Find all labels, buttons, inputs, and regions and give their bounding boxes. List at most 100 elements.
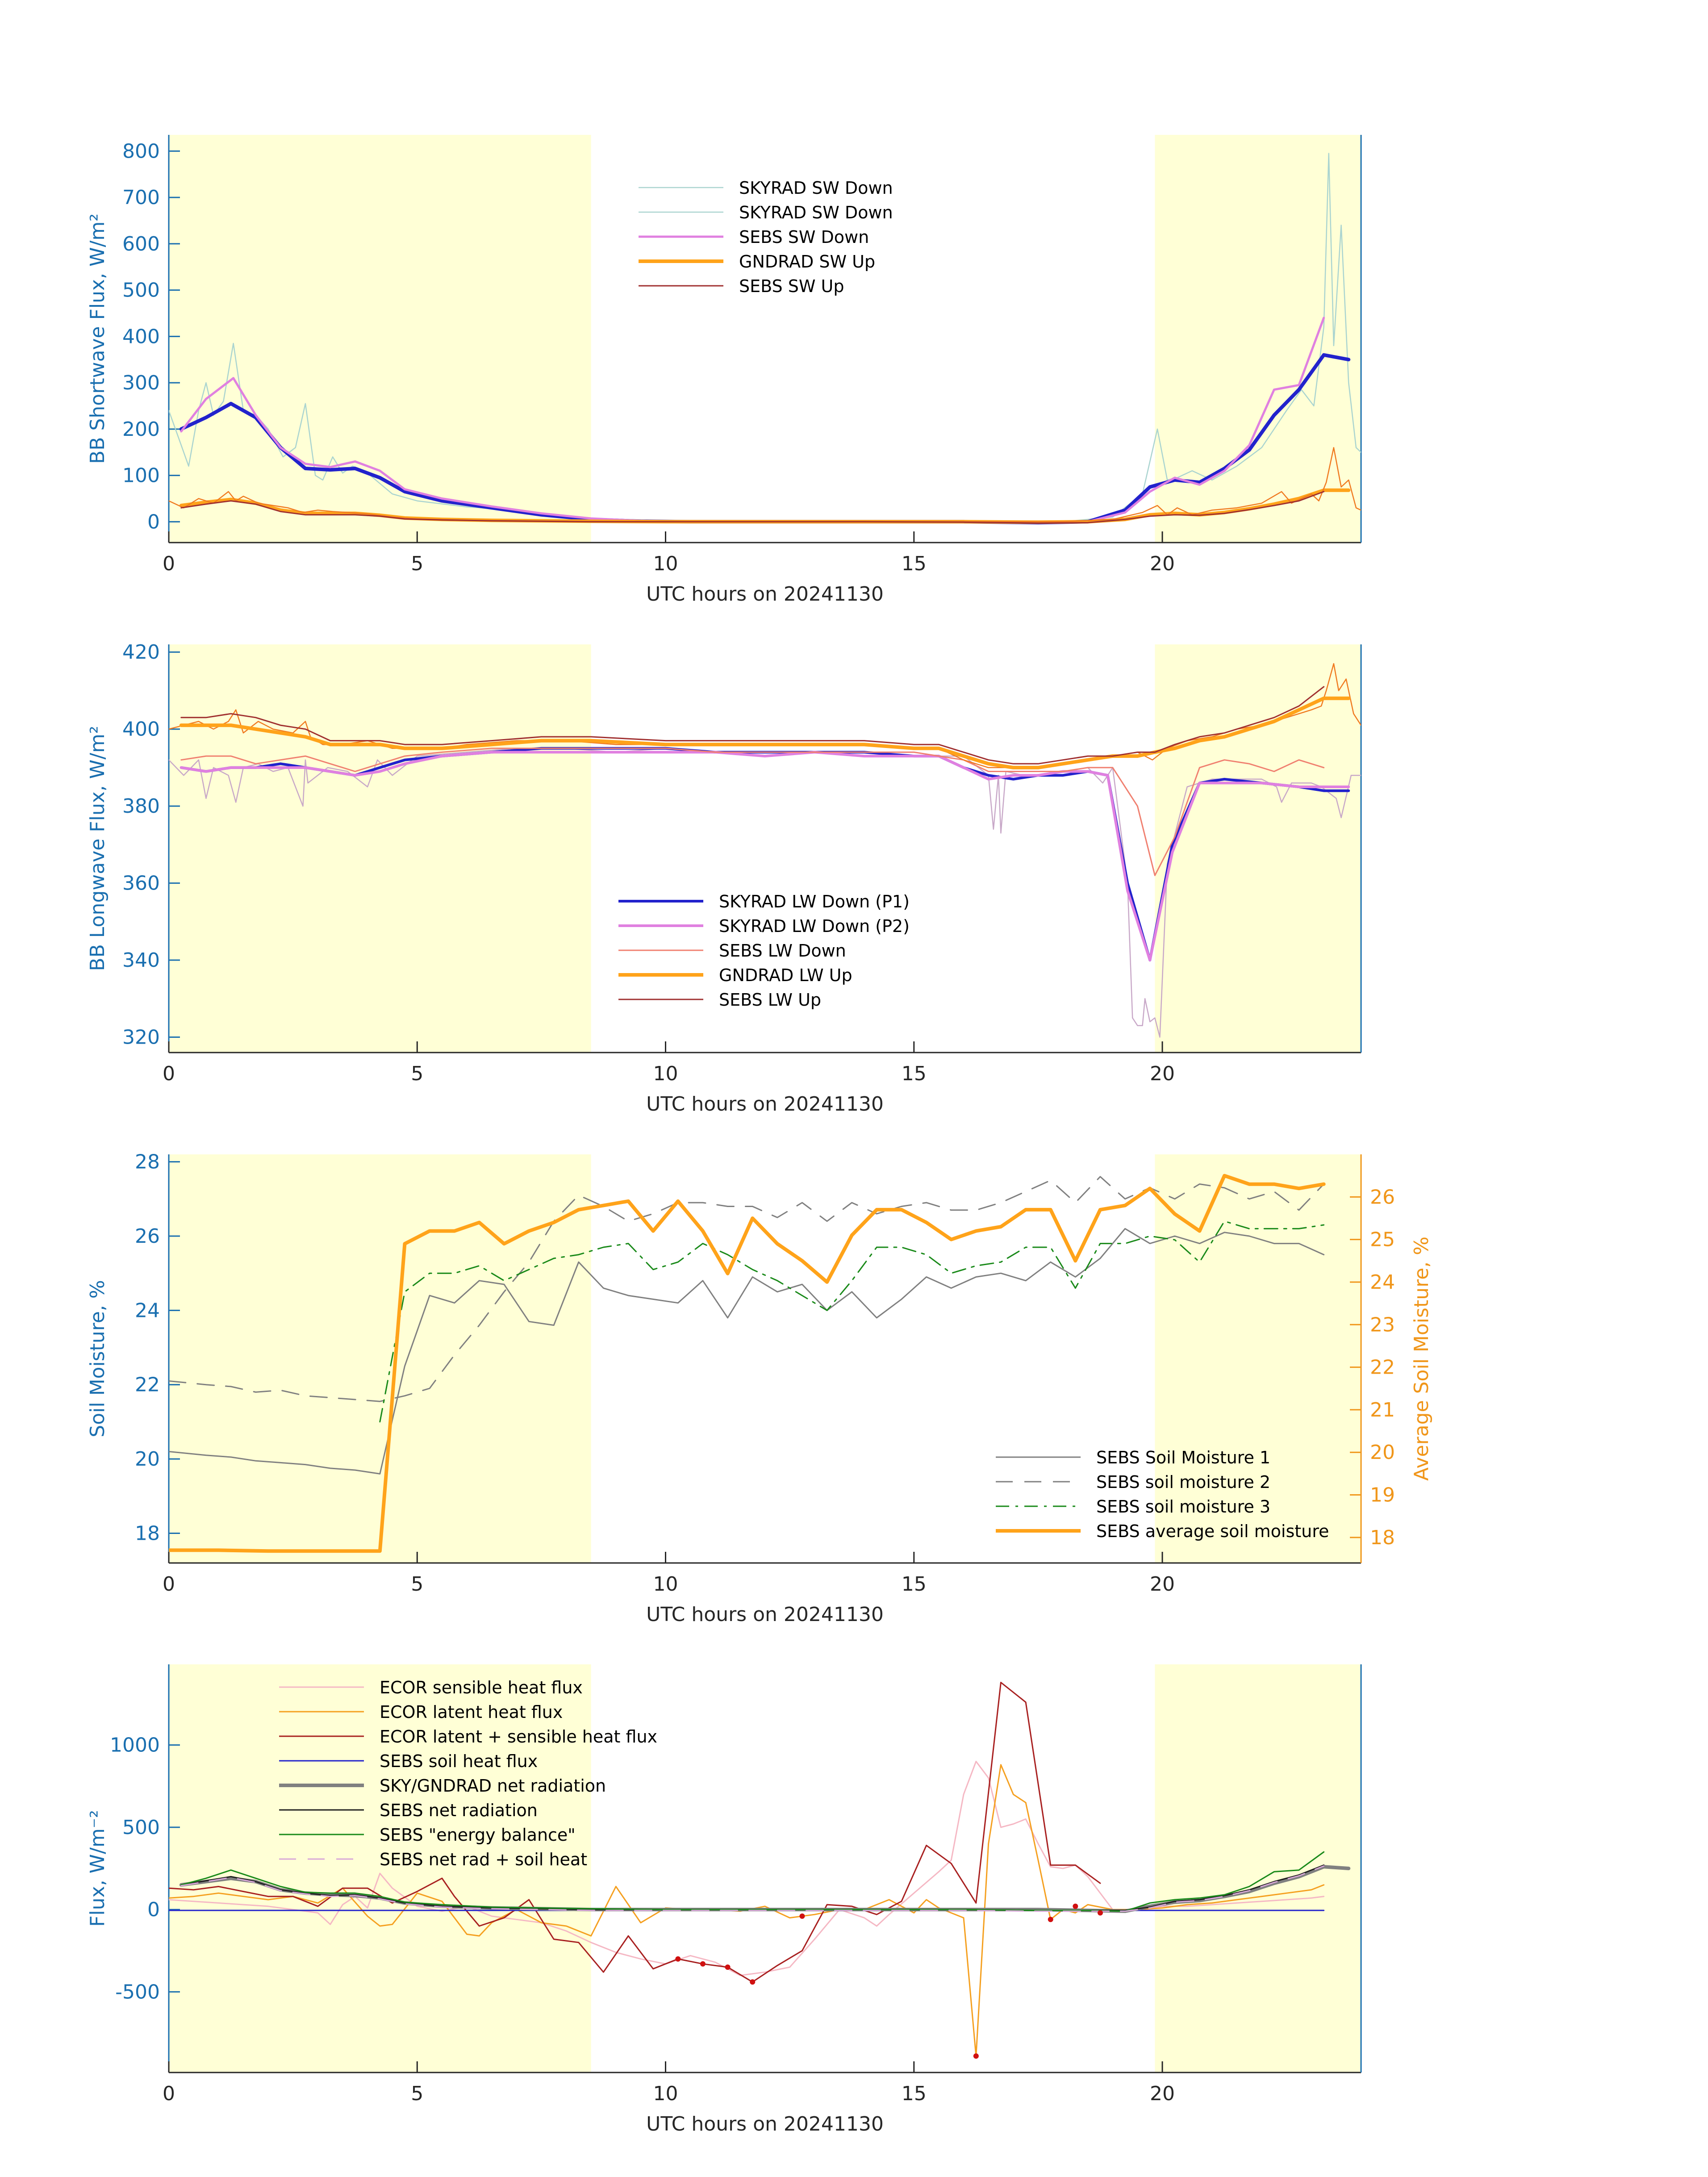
- x-axis-label: UTC hours on 20241130: [646, 2113, 884, 2135]
- series-line-sebs-net-rad-soil-heat: [180, 1865, 1325, 1912]
- data-marker: [750, 1979, 756, 1985]
- y-tick-label: 1000: [110, 1734, 160, 1757]
- y-tick-label: 300: [122, 372, 160, 394]
- x-tick-label: 5: [411, 552, 423, 575]
- x-axis-label: UTC hours on 20241130: [646, 583, 884, 606]
- legend-entry: SKYRAD LW Down (P2): [719, 916, 910, 936]
- longwave-flux-panel: 0 5 10 15 20 320 340 360 380 400 420 UTC hours on 2…: [86, 641, 1362, 1116]
- series-line-sebs-soil-moisture-3: [379, 1220, 1325, 1423]
- x-tick-label: 5: [411, 1062, 423, 1085]
- y-tick-label: 0: [147, 510, 160, 533]
- data-marker: [973, 2053, 979, 2059]
- y-tick-label: 200: [122, 418, 160, 441]
- legend-entry: SEBS LW Up: [719, 990, 821, 1010]
- series-line-sebs-soil-moisture-1: [169, 1228, 1325, 1475]
- y-tick-label: 380: [122, 795, 160, 818]
- y-tick-label: 320: [122, 1026, 160, 1049]
- x-tick-label: 20: [1150, 1573, 1175, 1596]
- y-tick-label: 400: [122, 718, 160, 741]
- series-group: [169, 663, 1361, 1038]
- y-tick-label: 420: [122, 641, 160, 664]
- y-tick-label: 20: [135, 1448, 160, 1471]
- data-marker: [1097, 1910, 1103, 1916]
- legend-entry: SEBS SW Down: [739, 227, 869, 247]
- legend-entry: GNDRAD SW Up: [739, 252, 875, 272]
- night-shading-1: [1155, 135, 1361, 543]
- y-right-tick-label: 23: [1370, 1313, 1395, 1336]
- x-tick-label: 0: [163, 552, 175, 575]
- x-axis-label: UTC hours on 20241130: [646, 1093, 884, 1116]
- x-tick-label: 20: [1150, 1062, 1175, 1085]
- x-tick-label: 5: [411, 1573, 423, 1596]
- y-tick-label: 24: [135, 1299, 160, 1322]
- legend-entry: SEBS net radiation: [380, 1801, 538, 1820]
- y-tick-label: 22: [135, 1374, 160, 1396]
- y-tick-label: 500: [122, 1816, 160, 1839]
- data-marker: [1048, 1917, 1053, 1922]
- y-tick-label: 28: [135, 1151, 160, 1174]
- y-right-tick-label: 25: [1370, 1228, 1395, 1251]
- y-right-tick-label: 26: [1370, 1186, 1395, 1208]
- y-right-tick-label: 18: [1370, 1526, 1395, 1549]
- y-axis-label: BB Shortwave Flux, W/m²: [86, 213, 109, 464]
- x-tick-label: 10: [653, 552, 678, 575]
- legend-entry: SEBS net rad + soil heat: [380, 1850, 587, 1869]
- legend-entry: SKYRAD SW Down: [739, 178, 893, 198]
- legend-entry: SEBS SW Up: [739, 276, 844, 296]
- legend-entry: SKYRAD LW Down (P1): [719, 892, 910, 911]
- y-axis-label: BB Longwave Flux, W/m²: [86, 726, 109, 971]
- x-tick-label: 10: [653, 2082, 678, 2105]
- y-tick-label: 100: [122, 464, 160, 487]
- y-right-tick-label: 19: [1370, 1484, 1395, 1507]
- y-tick-label: 700: [122, 186, 160, 209]
- y-axis-label: Soil Moisture, %: [86, 1280, 109, 1437]
- x-tick-label: 5: [411, 2082, 423, 2105]
- series-group: [169, 1682, 1351, 2059]
- x-tick-label: 10: [653, 1062, 678, 1085]
- night-shading-1: [1155, 644, 1361, 1053]
- data-marker: [1073, 1903, 1078, 1909]
- series-line-ecor-latent-sensible-heat-flux: [169, 1682, 1101, 1983]
- legend-entry: SEBS Soil Moisture 1: [1096, 1448, 1270, 1467]
- series-line-sebs-energy-balance: [180, 1851, 1325, 1912]
- night-shading-0: [169, 135, 591, 543]
- x-tick-label: 10: [653, 1573, 678, 1596]
- y-tick-label: 400: [122, 325, 160, 348]
- x-tick-label: 15: [902, 1062, 927, 1085]
- series-line-sebs-lw-down: [180, 748, 1325, 876]
- y-tick-label: 600: [122, 233, 160, 255]
- legend-entry: SKY/GNDRAD net radiation: [380, 1776, 606, 1796]
- data-marker: [700, 1961, 706, 1967]
- y-right-tick-label: 21: [1370, 1399, 1395, 1421]
- data-marker: [725, 1964, 731, 1970]
- x-tick-label: 15: [902, 1573, 927, 1596]
- legend-entry: SEBS "energy balance": [380, 1825, 576, 1845]
- legend-entry: ECOR latent heat flux: [380, 1702, 563, 1722]
- legend-entry: SKYRAD SW Down: [739, 203, 893, 222]
- energy-flux-panel: 0 5 10 15 20 -500 0 500 1000 UTC hours on 2024113…: [86, 1664, 1362, 2135]
- y-tick-label: -500: [115, 1981, 160, 2003]
- x-tick-label: 15: [902, 552, 927, 575]
- y-axis-label: Flux, W/m⁻²: [86, 1810, 109, 1927]
- night-shading-0: [169, 1154, 591, 1563]
- x-tick-label: 0: [163, 1573, 175, 1596]
- y-right-tick-label: 24: [1370, 1271, 1395, 1294]
- x-tick-label: 20: [1150, 552, 1175, 575]
- data-marker: [675, 1956, 681, 1962]
- y-right-tick-label: 20: [1370, 1441, 1395, 1464]
- series-line-ecor-sensible-heat-flux: [169, 1760, 1325, 1976]
- y-tick-label: 800: [122, 140, 160, 163]
- soil-moisture-panel: 0 5 10 15 20 18 20 22 24 26 28 18 19 20 21 22 23 24 25 26 Av…: [86, 1151, 1433, 1626]
- series-line-gndrad-lw-up: [179, 696, 1351, 769]
- legend-entry: ECOR sensible heat flux: [380, 1678, 583, 1697]
- y-tick-label: 18: [135, 1522, 160, 1545]
- x-axis-label: UTC hours on 20241130: [646, 1603, 884, 1626]
- data-marker: [799, 1913, 805, 1919]
- y-tick-label: 360: [122, 872, 160, 895]
- series-line-sebs-sw-up: [180, 491, 1325, 524]
- legend-entry: SEBS soil moisture 2: [1096, 1472, 1270, 1492]
- series-line-sebs-lw-up: [180, 686, 1325, 765]
- x-tick-label: 20: [1150, 2082, 1175, 2105]
